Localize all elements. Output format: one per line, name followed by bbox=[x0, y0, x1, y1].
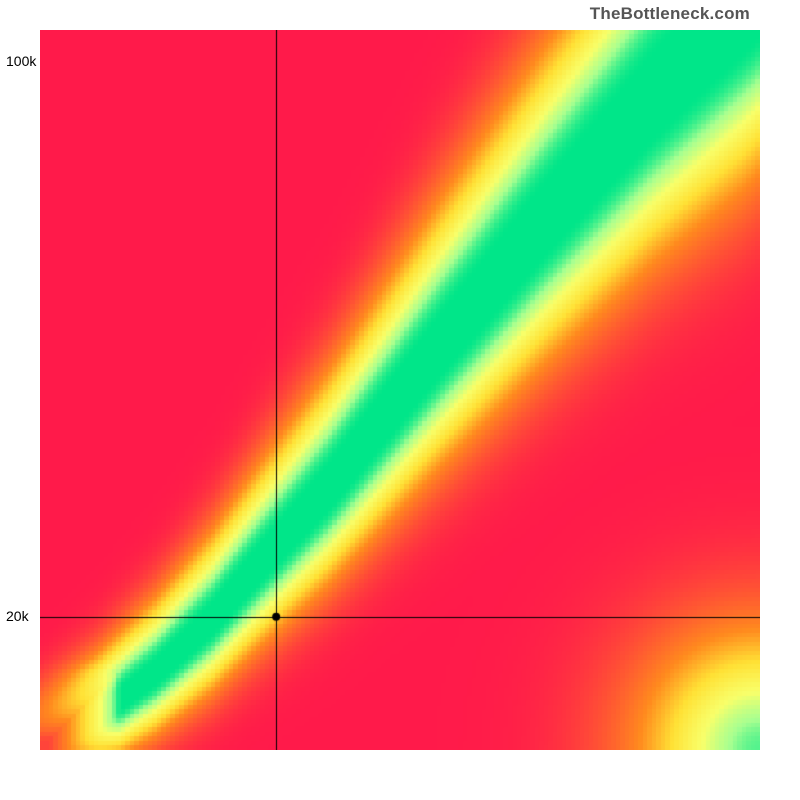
y-axis-tick-label: 100k bbox=[6, 53, 36, 69]
y-axis-tick-label: 20k bbox=[6, 608, 29, 624]
bottleneck-heatmap bbox=[40, 30, 760, 750]
attribution-text: TheBottleneck.com bbox=[590, 4, 750, 24]
